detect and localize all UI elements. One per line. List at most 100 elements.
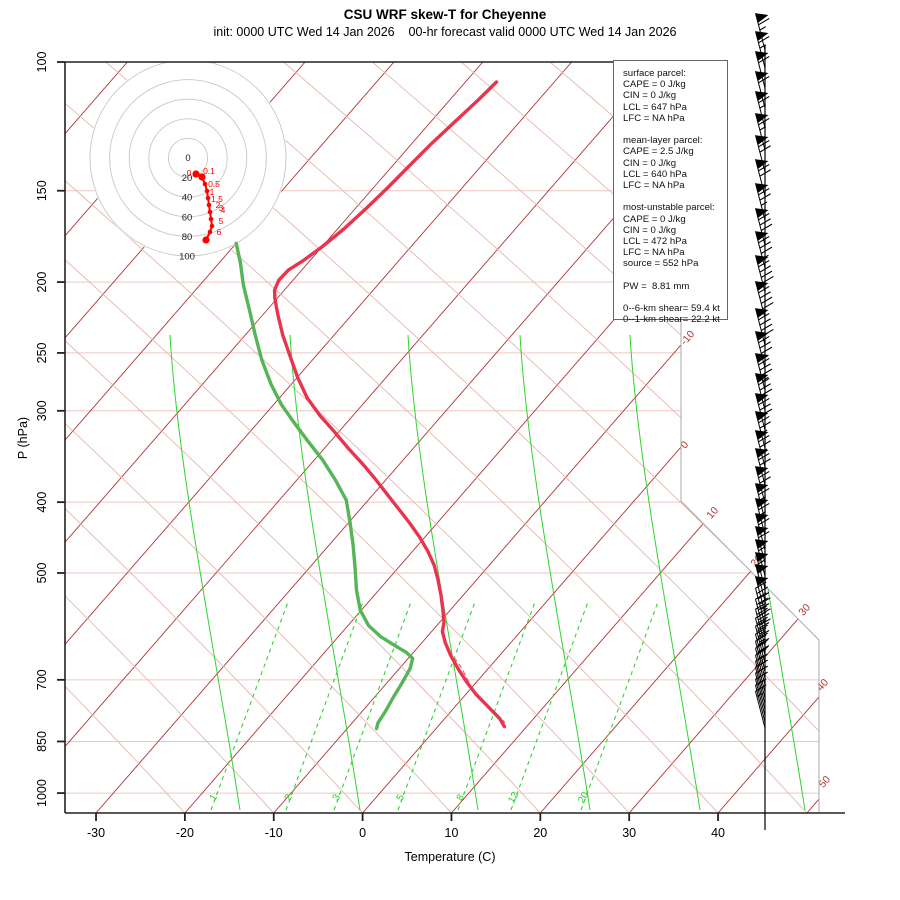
info-line: CIN = 0 J/kg bbox=[623, 157, 677, 169]
wind-barb bbox=[755, 353, 773, 391]
dewpoint-trace bbox=[234, 241, 415, 731]
temperature-trace bbox=[272, 80, 507, 729]
page-title: CSU WRF skew-T for Cheyenne bbox=[343, 7, 547, 22]
info-line: mean-layer parcel: bbox=[623, 135, 703, 147]
hodograph-height-label: 0.1 bbox=[203, 166, 215, 176]
info-line: most-unstable parcel: bbox=[623, 202, 715, 214]
wind-barb bbox=[755, 448, 771, 486]
wind-barb bbox=[755, 231, 773, 269]
mixing-ratio-label: 20 bbox=[576, 790, 591, 806]
pressure-tick-labels: 100 150 200 250 300 400 500 700 850 1000 bbox=[35, 52, 65, 807]
wind-barbs bbox=[755, 13, 774, 830]
parcel-info-box: surface parcel: CAPE = 0 J/kg CIN = 0 J/kg… bbox=[613, 60, 728, 325]
info-line: PW = 8.81 mm bbox=[623, 280, 690, 292]
temperature-tick-label: 20 bbox=[533, 826, 547, 840]
mixing-ratio-labels: 1 2 3 5 8 12 20 bbox=[208, 790, 592, 806]
isotherm-label: 30 bbox=[796, 602, 813, 619]
mixing-ratio-label: 12 bbox=[506, 790, 521, 806]
info-line bbox=[623, 270, 723, 281]
info-line: CAPE = 2.5 J/kg bbox=[623, 146, 694, 158]
hodograph-ring-label: 100 bbox=[179, 252, 195, 263]
info-line: CAPE = 0 J/kg bbox=[623, 79, 686, 91]
hodograph-ring-label: 40 bbox=[182, 193, 193, 204]
pressure-tick-label: 400 bbox=[35, 492, 49, 513]
pressure-tick-label: 700 bbox=[35, 669, 49, 690]
temperature-tick-label: 10 bbox=[445, 826, 459, 840]
wind-barb bbox=[755, 641, 768, 686]
info-line: CIN = 0 J/kg bbox=[623, 224, 677, 236]
temperature-tick-label: -10 bbox=[265, 826, 283, 840]
pressure-tick-label: 250 bbox=[35, 342, 49, 363]
temperature-tick-label: 40 bbox=[711, 826, 725, 840]
isotherm-label: 10 bbox=[704, 505, 721, 522]
hodograph-height-label: 3 bbox=[219, 203, 224, 213]
hodograph-height-label: 0.5 bbox=[208, 179, 220, 189]
pressure-tick-label: 100 bbox=[35, 52, 49, 73]
wind-barb bbox=[755, 208, 773, 246]
mixing-ratio-label: 8 bbox=[455, 792, 468, 803]
hodograph-height-label: 1.5 bbox=[211, 194, 223, 204]
info-line: LFC = NA hPa bbox=[623, 112, 685, 124]
info-line: CIN = 0 J/kg bbox=[623, 90, 677, 102]
info-line bbox=[623, 191, 723, 202]
y-axis-label: P (hPa) bbox=[16, 417, 30, 459]
info-line: LFC = NA hPa bbox=[623, 180, 685, 192]
info-line: 0--1-km shear= 22.2 kt bbox=[623, 314, 720, 326]
wind-barb bbox=[755, 183, 771, 221]
pressure-tick-label: 500 bbox=[35, 563, 49, 584]
parcel-trace bbox=[440, 627, 506, 724]
isotherm-label: 40 bbox=[814, 677, 831, 694]
mixing-ratio-label: 5 bbox=[395, 792, 408, 803]
wind-barb bbox=[755, 255, 774, 293]
temperature-tick-labels: -30 -20 -10 0 10 20 30 40 bbox=[87, 813, 725, 840]
wind-barb bbox=[755, 684, 767, 729]
hodograph-height-label: 5 bbox=[219, 216, 224, 226]
hodograph-ring-label: 0 bbox=[185, 153, 190, 164]
temperature-tick-label: 30 bbox=[622, 826, 636, 840]
hodograph-height-label: 6 bbox=[217, 227, 222, 237]
page-subtitle: init: 0000 UTC Wed 14 Jan 2026 00-hr for… bbox=[213, 25, 677, 39]
info-line: source = 552 hPa bbox=[623, 258, 699, 270]
x-axis-label: Temperature (C) bbox=[405, 850, 496, 864]
mixing-ratio-label: 1 bbox=[208, 792, 221, 803]
hodograph-height-label: 1 bbox=[210, 187, 215, 197]
info-line bbox=[623, 292, 723, 303]
info-line: LCL = 640 hPa bbox=[623, 168, 687, 180]
temperature-tick-label: -30 bbox=[87, 826, 105, 840]
info-line: surface parcel: bbox=[623, 68, 686, 79]
hodograph-ring-label: 20 bbox=[182, 173, 193, 184]
hodograph-height-label: 4 bbox=[221, 205, 226, 215]
pressure-tick-label: 150 bbox=[35, 180, 49, 201]
temperature-tick-label: -20 bbox=[176, 826, 194, 840]
sounding-traces bbox=[234, 80, 507, 731]
wind-barb bbox=[755, 411, 771, 449]
wind-barb bbox=[755, 430, 771, 468]
mixing-ratio-label: 3 bbox=[331, 792, 344, 803]
wind-barb bbox=[755, 135, 771, 173]
info-line: CAPE = 0 J/kg bbox=[623, 213, 686, 225]
info-line: LCL = 647 hPa bbox=[623, 101, 687, 113]
temperature-tick-label: 0 bbox=[359, 826, 366, 840]
wind-barb bbox=[755, 71, 770, 109]
pressure-tick-label: 300 bbox=[35, 400, 49, 421]
wind-barb bbox=[755, 13, 770, 51]
wind-barb bbox=[755, 31, 770, 69]
wind-barb bbox=[755, 331, 773, 369]
hodograph-height-label: 2 bbox=[216, 200, 221, 210]
info-line: LFC = NA hPa bbox=[623, 247, 685, 259]
wind-barb bbox=[755, 581, 771, 626]
info-line bbox=[623, 124, 723, 135]
pressure-tick-label: 850 bbox=[35, 731, 49, 752]
moist-adiabat-lines bbox=[169, 334, 806, 811]
hodograph-ring-label: 80 bbox=[182, 232, 193, 243]
wind-barb bbox=[755, 308, 774, 346]
hodograph-height-label: 0 bbox=[187, 168, 192, 178]
hodograph-ring-label: 60 bbox=[182, 212, 193, 223]
mixing-ratio-label: 2 bbox=[283, 792, 296, 803]
pressure-tick-label: 200 bbox=[35, 272, 49, 293]
